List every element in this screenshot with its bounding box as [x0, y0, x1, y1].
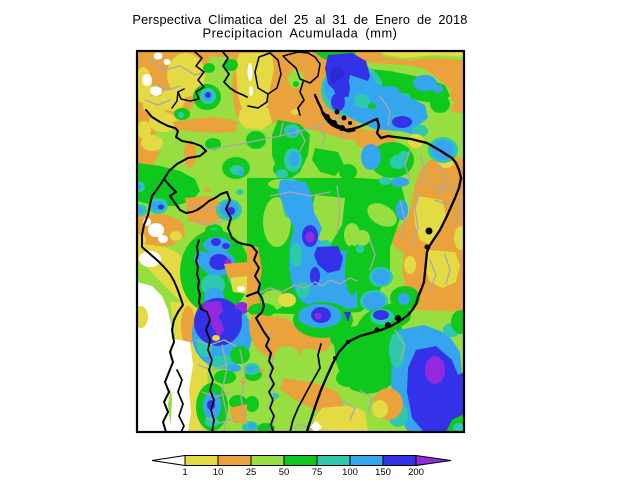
svg-text:25: 25: [246, 467, 257, 478]
svg-text:200: 200: [408, 467, 424, 478]
svg-text:50: 50: [279, 467, 290, 478]
svg-text:75: 75: [312, 467, 323, 478]
svg-text:Perspectiva Climatica del 25 a: Perspectiva Climatica del 25 al 31 de En…: [132, 12, 467, 27]
svg-text:10: 10: [213, 467, 224, 478]
svg-text:150: 150: [375, 467, 391, 478]
svg-text:1: 1: [182, 467, 187, 478]
svg-text:Precipitacion Acumulada (mm): Precipitacion Acumulada (mm): [203, 26, 398, 41]
svg-text:100: 100: [342, 467, 358, 478]
